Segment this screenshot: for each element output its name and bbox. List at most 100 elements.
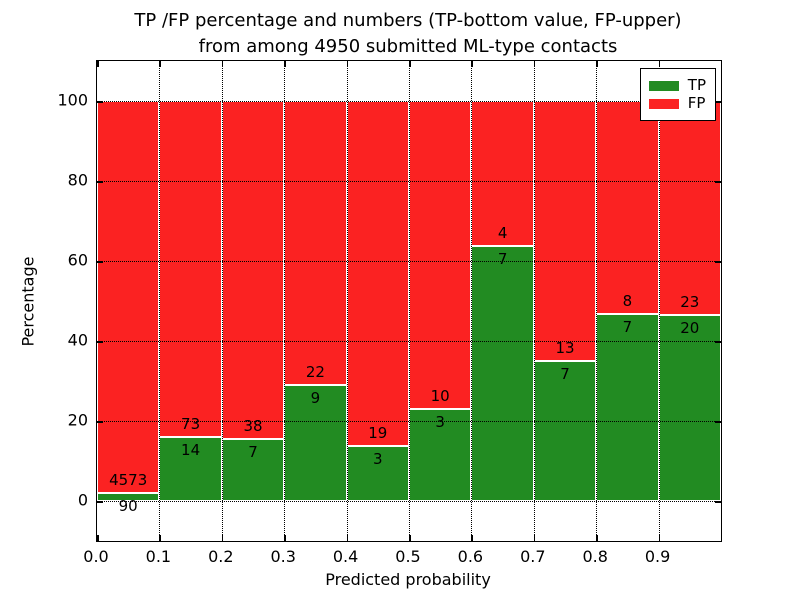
y-tick-mark [715, 101, 721, 103]
x-tick-mark [471, 61, 473, 67]
fp-count-label: 13 [555, 339, 575, 357]
tp-count-label: 3 [373, 450, 383, 469]
x-tick-mark [658, 61, 661, 67]
fp-bar-segment [471, 101, 534, 247]
y-tick-mark [715, 261, 721, 263]
x-tick-mark [221, 535, 224, 541]
vertical-gridline [346, 61, 348, 541]
tp-count-label: 14 [181, 440, 201, 459]
y-tick-mark [97, 421, 103, 423]
legend-entry: TP [648, 76, 706, 94]
y-tick-mark [97, 341, 103, 343]
y-tick-label: 40 [67, 330, 88, 350]
legend-label: TP [687, 76, 706, 94]
x-tick-label: 0.2 [208, 547, 234, 566]
fp-count-label: 4573 [109, 471, 148, 490]
chart-title-line1: TP /FP percentage and numbers (TP-bottom… [134, 10, 682, 31]
y-tick-mark [715, 341, 721, 343]
x-tick-label: 0.4 [332, 547, 359, 566]
y-tick-mark [97, 181, 103, 183]
tp-bar-segment [658, 314, 721, 501]
fp-bar-segment [533, 101, 597, 361]
fp-bar-segment [346, 101, 409, 447]
y-tick-label: 20 [67, 410, 88, 430]
vertical-gridline [221, 61, 223, 541]
tp-count-label: 9 [310, 388, 321, 407]
tp-count-label: 7 [497, 250, 508, 269]
x-tick-label: 0.5 [395, 547, 421, 566]
plot-area: 4573 90 73 14 38 7 22 9 19 3 10 3 4 7 13 7 8 7 23 20 TP FP [96, 60, 722, 542]
x-tick-mark [409, 535, 411, 541]
x-tick-label: 0.0 [83, 547, 109, 566]
x-tick-mark [97, 61, 99, 67]
x-tick-mark [159, 535, 161, 541]
fp-bar-segment [97, 101, 160, 494]
fp-count-label: 19 [368, 424, 388, 443]
tp-bar-segment [471, 246, 534, 501]
tp-count-label: 7 [560, 365, 570, 383]
tp-count-label: 90 [118, 497, 138, 516]
y-tick-mark [97, 101, 103, 103]
x-tick-mark [346, 61, 349, 67]
y-tick-mark [715, 421, 721, 423]
vertical-gridline [658, 61, 660, 541]
x-tick-mark [658, 535, 661, 541]
x-tick-mark [221, 61, 224, 67]
x-tick-mark [596, 61, 598, 67]
y-tick-mark [715, 181, 721, 183]
fp-count-label: 22 [305, 362, 325, 381]
tp-count-label: 7 [248, 442, 258, 461]
x-tick-mark [346, 535, 349, 541]
fp-count-label: 10 [430, 386, 450, 405]
legend-label: FP [687, 94, 706, 112]
fp-count-label: 8 [622, 292, 633, 311]
fp-count-label: 38 [243, 416, 263, 435]
x-tick-mark [97, 535, 99, 541]
x-tick-label: 0.1 [145, 547, 172, 566]
tp-count-label: 3 [435, 412, 445, 431]
x-tick-mark [284, 535, 286, 541]
vertical-gridline [159, 61, 161, 541]
y-tick-label: 60 [67, 250, 88, 270]
x-tick-mark [284, 61, 286, 67]
x-tick-mark [471, 535, 473, 541]
x-tick-label: 0.7 [520, 547, 546, 566]
x-tick-mark [533, 61, 536, 67]
y-tick-label: 0 [77, 490, 88, 510]
fp-bar-segment [221, 101, 285, 439]
legend-entry: FP [648, 94, 706, 112]
x-axis-label: Predicted probability [325, 570, 491, 589]
tp-bar-segment [533, 361, 597, 501]
tp-bar-segment [221, 438, 285, 501]
tp-count-label: 7 [622, 318, 633, 337]
fp-bar-segment [409, 101, 472, 409]
fp-count-label: 73 [181, 414, 201, 433]
legend: TP FP [639, 68, 716, 121]
x-tick-label: 0.3 [270, 547, 296, 566]
chart-title-line2: from among 4950 submitted ML-type contac… [198, 36, 618, 58]
y-axis-label: Percentage [18, 256, 38, 347]
fp-count-label: 23 [680, 292, 700, 311]
fp-count-label: 4 [497, 224, 508, 243]
y-tick-label: 100 [57, 90, 88, 110]
vertical-gridline [284, 61, 286, 541]
vertical-gridline [409, 61, 410, 541]
fp-bar-segment [284, 101, 347, 385]
x-tick-label: 0.9 [644, 547, 671, 566]
x-tick-mark [159, 61, 161, 67]
y-tick-mark [715, 501, 721, 503]
legend-swatch-fp [648, 98, 679, 109]
x-tick-mark [409, 61, 411, 67]
tp-count-label: 20 [680, 318, 700, 337]
tp-bar-segment [596, 314, 659, 501]
fp-bar-segment [658, 101, 721, 315]
x-tick-mark [596, 535, 598, 541]
x-tick-mark [533, 535, 536, 541]
y-tick-mark [97, 501, 103, 503]
tp-bar-segment [97, 493, 160, 501]
vertical-gridline [471, 61, 473, 541]
tp-bar-segment [284, 384, 347, 501]
fp-bar-segment [159, 101, 222, 437]
legend-swatch-tp [648, 80, 679, 91]
